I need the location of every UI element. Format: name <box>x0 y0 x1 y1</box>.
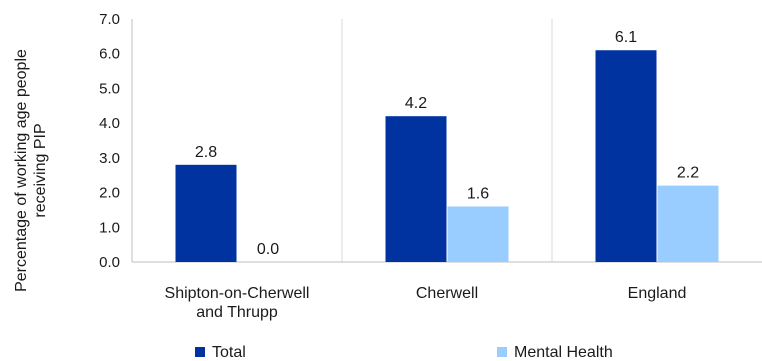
bar-value-label: 6.1 <box>615 29 637 46</box>
axes <box>131 19 762 263</box>
bar-value-label: 4.2 <box>405 95 427 112</box>
bar-value-label: 1.6 <box>467 185 489 202</box>
bar-total <box>385 116 447 262</box>
y-tick-label: 4.0 <box>99 115 120 132</box>
x-category-label: Cherwell <box>416 285 478 302</box>
legend-label: Mental Health <box>514 344 613 361</box>
y-tick-label: 2.0 <box>99 185 120 202</box>
y-tick-label: 5.0 <box>99 80 120 97</box>
y-axis-title-line: receiving PIP <box>32 123 49 217</box>
y-tick-label: 3.0 <box>99 150 120 167</box>
x-category-label: Shipton-on-Cherwell <box>165 285 310 302</box>
bar-mental-health <box>657 185 719 262</box>
legend-swatch <box>497 347 507 357</box>
bar-value-label: 2.8 <box>195 144 217 161</box>
y-tick-label: 7.0 <box>99 11 120 28</box>
x-category-label: England <box>628 285 687 302</box>
data-labels: 2.8 0.0 4.2 1.6 6.1 2.2 <box>195 29 699 258</box>
bars <box>175 50 719 262</box>
y-tick-label: 6.0 <box>99 46 120 63</box>
bar-value-label: 0.0 <box>257 241 279 258</box>
grid-lines <box>341 19 553 262</box>
y-tick-label: 0.0 <box>99 254 120 271</box>
bar-value-label: 2.2 <box>677 165 699 182</box>
legend: Total Mental Health <box>195 344 613 361</box>
bar-total <box>595 50 657 262</box>
legend-label: Total <box>212 344 246 361</box>
y-tick-label: 1.0 <box>99 219 120 236</box>
y-axis-label: Percentage of working age people receivin… <box>13 49 49 292</box>
bar-mental-health <box>447 206 509 262</box>
x-category-label: and Thrupp <box>196 304 278 321</box>
y-axis-title-line: Percentage of working age people <box>13 49 30 292</box>
bar-total <box>175 164 237 262</box>
legend-swatch <box>195 347 205 357</box>
tick-labels: 0.0 1.0 2.0 3.0 4.0 5.0 6.0 7.0 Shipton-on-Cherw… <box>99 11 686 321</box>
